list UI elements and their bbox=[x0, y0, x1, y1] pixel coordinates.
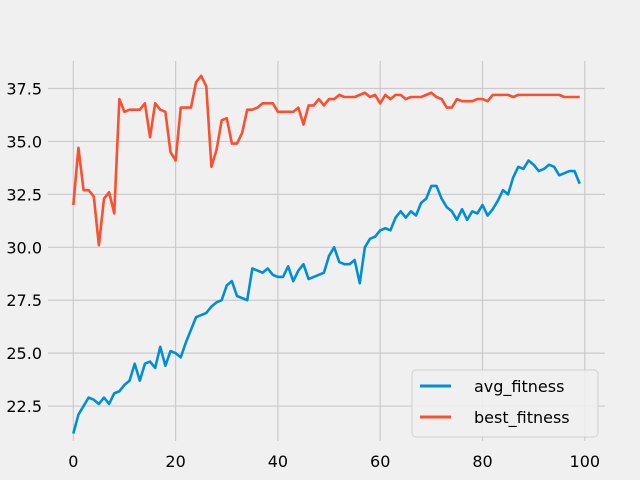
y-tick-label: 30.0 bbox=[6, 238, 42, 257]
grid bbox=[48, 61, 605, 441]
axis-ticks: 0 20 40 60 80 100 22.5 25.0 27.5 30.0 32.5 35.0 37.5 bbox=[6, 80, 600, 471]
x-tick-label: 80 bbox=[472, 452, 492, 471]
y-tick-label: 22.5 bbox=[6, 397, 42, 416]
legend: avg_fitness best_fitness bbox=[411, 369, 599, 438]
series-line-avg-fitness bbox=[72, 159, 581, 434]
legend-box bbox=[411, 369, 599, 438]
x-tick-label: 20 bbox=[165, 452, 185, 471]
series-line-best-fitness bbox=[72, 74, 580, 247]
legend-label-best-fitness: best_fitness bbox=[474, 408, 570, 428]
y-tick-label: 35.0 bbox=[6, 132, 42, 151]
x-tick-label: 0 bbox=[68, 452, 78, 471]
x-tick-label: 60 bbox=[370, 452, 390, 471]
series-lines bbox=[72, 74, 581, 434]
y-tick-label: 25.0 bbox=[6, 344, 42, 363]
y-tick-label: 37.5 bbox=[6, 80, 42, 99]
x-tick-label: 100 bbox=[570, 452, 601, 471]
x-tick-label: 40 bbox=[268, 452, 288, 471]
legend-label-avg-fitness: avg_fitness bbox=[474, 377, 564, 397]
y-tick-label: 27.5 bbox=[6, 291, 42, 310]
y-tick-label: 32.5 bbox=[6, 185, 42, 204]
